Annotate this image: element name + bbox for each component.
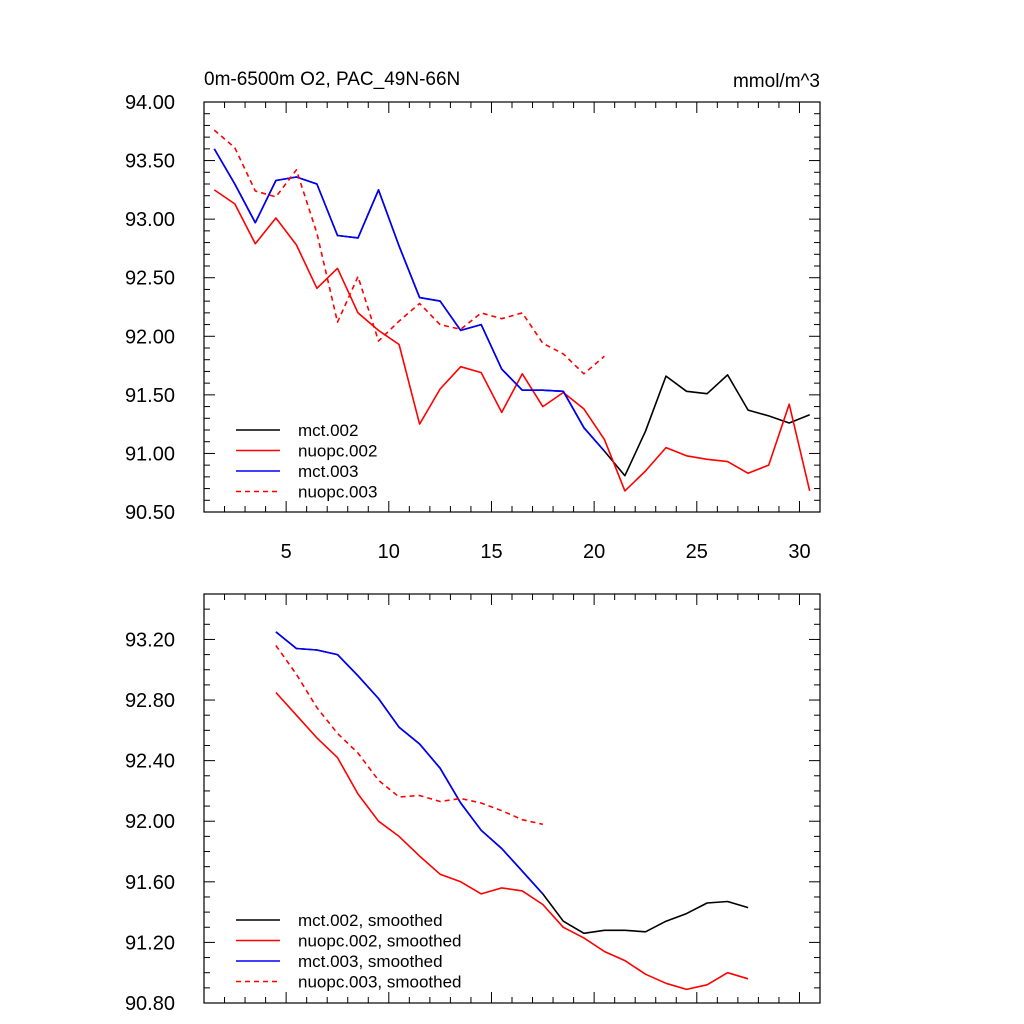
- x-tick-label: 10: [378, 541, 400, 563]
- legend-label-2: mct.003: [298, 462, 358, 481]
- y-tick-label: 92.40: [125, 751, 175, 773]
- y-tick-label: 90.50: [125, 502, 175, 524]
- legend-label-1: nuopc.002: [298, 442, 377, 461]
- series-line-1: [213, 189, 811, 492]
- y-tick-label: 92.00: [125, 811, 175, 833]
- y-tick-label: 92.50: [125, 268, 175, 290]
- y-tick-label: 93.50: [125, 151, 175, 173]
- chart-title: 0m-6500m O2, PAC_49N-66N: [204, 69, 460, 90]
- y-tick-label: 91.20: [125, 932, 175, 954]
- x-tick-label: 25: [686, 541, 708, 563]
- y-tick-label: 91.50: [125, 385, 175, 407]
- y-tick-label: 92.80: [125, 690, 175, 712]
- series-line-3: [275, 645, 543, 826]
- legend-label-3: nuopc.003: [298, 483, 377, 502]
- y-tick-label: 91.00: [125, 443, 175, 465]
- plot-frame: [203, 593, 821, 1004]
- x-tick-label: 5: [281, 541, 292, 563]
- series-line-1: [275, 691, 749, 991]
- legend-label-3: nuopc.003, smoothed: [298, 973, 462, 992]
- y-tick-label: 93.20: [125, 629, 175, 651]
- legend-label-2: mct.003, smoothed: [298, 952, 443, 971]
- series-line-0: [275, 631, 749, 935]
- series-line-2: [275, 631, 544, 895]
- legend-label-0: mct.002: [298, 421, 358, 440]
- legend-label-0: mct.002, smoothed: [298, 911, 443, 930]
- y-tick-label: 90.80: [125, 993, 175, 1015]
- y-tick-label: 94.00: [125, 92, 175, 114]
- units-label: mmol/m^3: [733, 71, 820, 92]
- y-tick-label: 93.00: [125, 209, 175, 231]
- legend-label-1: nuopc.002, smoothed: [298, 932, 462, 951]
- top-panel: 0m-6500m O2, PAC_49N-66N mmol/m^3 5 10 15 2…: [125, 69, 821, 563]
- y-tick-label: 92.00: [125, 326, 175, 348]
- x-tick-label: 15: [480, 541, 502, 563]
- x-tick-label: 20: [583, 541, 605, 563]
- series-line-3: [213, 129, 605, 375]
- series-line-2: [213, 148, 606, 452]
- plot-frame: [203, 101, 821, 513]
- bottom-panel: 90.80 91.20 91.60 92.00 92.40 92.80 93.20 mct.0…: [125, 593, 821, 1015]
- y-tick-label: 91.60: [125, 872, 175, 894]
- x-tick-label: 30: [788, 541, 810, 563]
